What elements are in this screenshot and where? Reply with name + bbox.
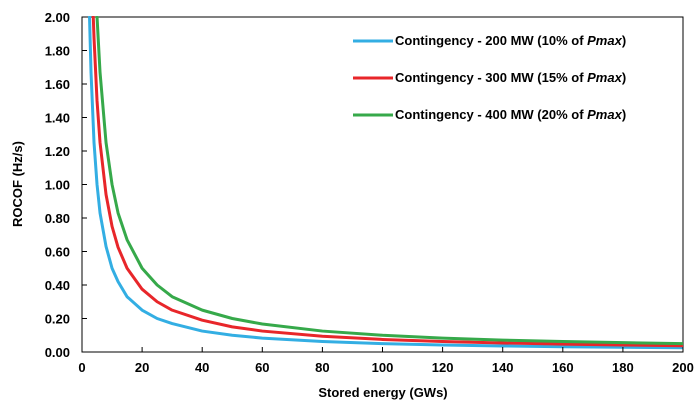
y-tick-label: 1.80 [45, 44, 70, 59]
legend-label-emph: Pmax [587, 107, 622, 122]
x-axis-title: Stored energy (GWs) [318, 385, 447, 400]
legend: Contingency - 200 MW (10% of Pmax)Contin… [353, 33, 626, 122]
y-axis-title: ROCOF (Hz/s) [10, 141, 25, 227]
x-tick-label: 60 [255, 360, 269, 375]
y-tick-label: 0.80 [45, 211, 70, 226]
legend-label-prefix: Contingency - 400 MW (20% of [395, 107, 587, 122]
x-tick-label: 0 [78, 360, 85, 375]
legend-item: Contingency - 200 MW (10% of Pmax) [353, 33, 626, 48]
series-line-2 [91, 16, 683, 348]
y-tick-label: 1.00 [45, 178, 70, 193]
series-line-1 [88, 16, 683, 350]
legend-label: Contingency - 200 MW (10% of Pmax) [395, 33, 626, 48]
x-tick-label: 120 [432, 360, 454, 375]
y-tick-label: 0.00 [45, 345, 70, 360]
legend-label-prefix: Contingency - 200 MW (10% of [395, 33, 587, 48]
y-tick-label: 2.00 [45, 10, 70, 25]
y-tick-label: 1.40 [45, 111, 70, 126]
legend-item: Contingency - 400 MW (20% of Pmax) [353, 107, 626, 122]
legend-label-emph: Pmax [587, 33, 622, 48]
y-tick-label: 1.60 [45, 77, 70, 92]
legend-label: Contingency - 300 MW (15% of Pmax) [395, 70, 626, 85]
legend-label-suffix: ) [622, 107, 626, 122]
legend-item: Contingency - 300 MW (15% of Pmax) [353, 70, 626, 85]
legend-label-suffix: ) [622, 33, 626, 48]
x-tick-label: 160 [552, 360, 574, 375]
legend-label-suffix: ) [622, 70, 626, 85]
series-layer [88, 16, 683, 350]
legend-label-prefix: Contingency - 300 MW (15% of [395, 70, 587, 85]
y-tick-label: 0.60 [45, 245, 70, 260]
x-tick-label: 140 [492, 360, 514, 375]
series-line-3 [95, 16, 683, 346]
plot-frame [81, 16, 684, 353]
x-tick-label: 180 [612, 360, 634, 375]
axes-layer [81, 16, 684, 353]
ticks-layer: 0 20 40 60 80 100 120 140 160 180 200 0.00 0.20 0.40 0… [45, 10, 694, 375]
x-tick-label: 40 [195, 360, 209, 375]
legend-label: Contingency - 400 MW (20% of Pmax) [395, 107, 626, 122]
x-tick-label: 100 [372, 360, 394, 375]
x-tick-label: 80 [315, 360, 329, 375]
y-tick-label: 0.40 [45, 278, 70, 293]
legend-label-emph: Pmax [587, 70, 622, 85]
y-tick-label: 1.20 [45, 144, 70, 159]
x-tick-label: 20 [135, 360, 149, 375]
y-tick-label: 0.20 [45, 312, 70, 327]
x-tick-label: 200 [672, 360, 694, 375]
